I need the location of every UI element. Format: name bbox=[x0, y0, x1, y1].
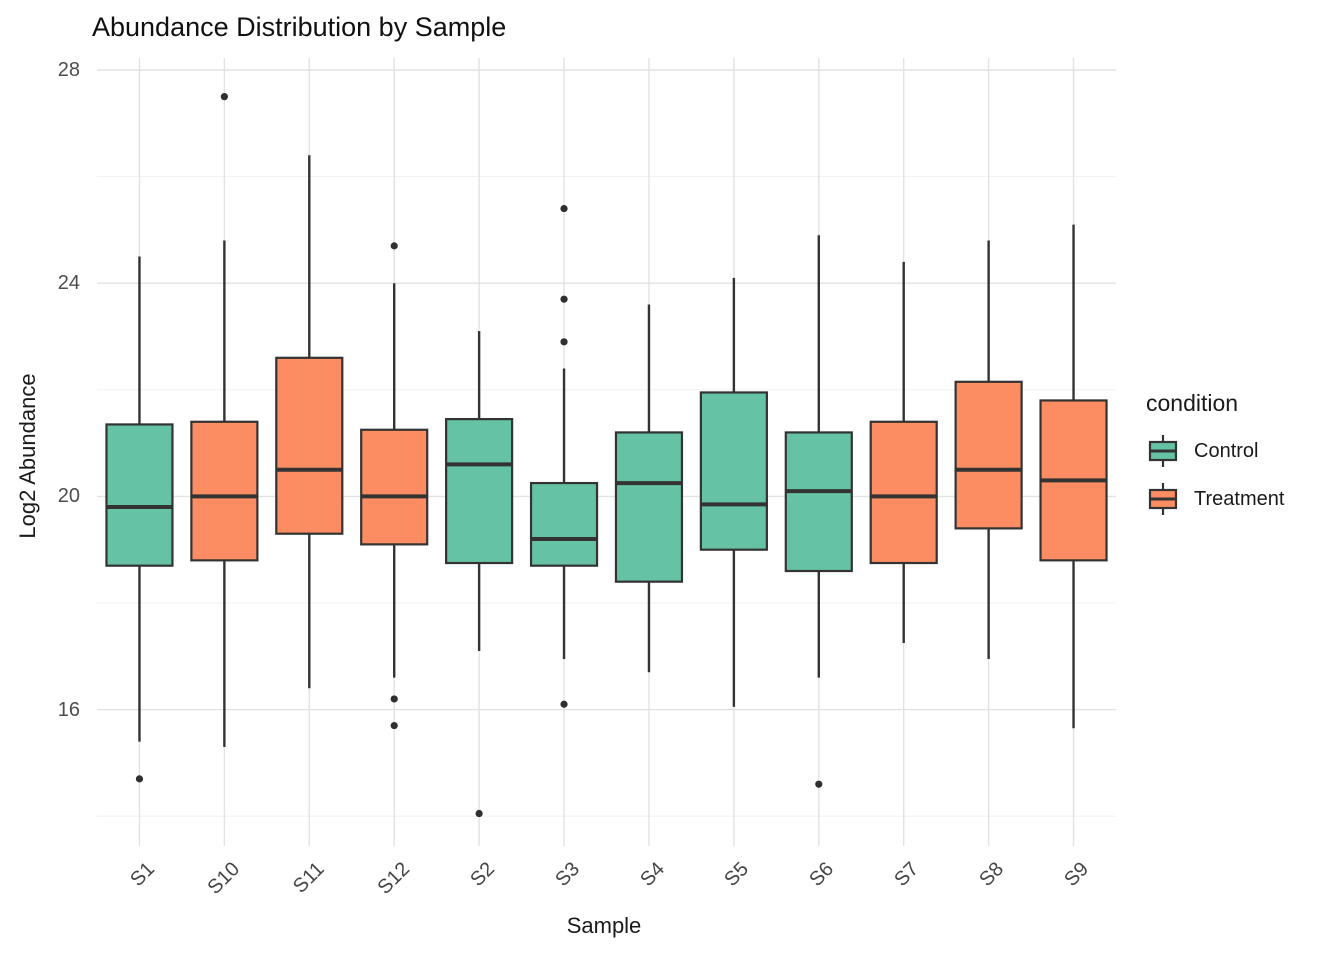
y-tick-label-28: 28 bbox=[57, 58, 80, 81]
legend-label-control: Control bbox=[1194, 439, 1259, 462]
y-tick-label-16: 16 bbox=[57, 698, 80, 721]
outlier-S6 bbox=[815, 780, 823, 788]
outlier-S3 bbox=[560, 204, 568, 213]
y-tick-label-24: 24 bbox=[57, 272, 80, 295]
legend-glyph-treatment bbox=[1148, 483, 1178, 515]
x-axis-title: Sample bbox=[566, 913, 642, 938]
box-S5 bbox=[699, 391, 768, 551]
outlier-S12 bbox=[390, 695, 398, 703]
box-S8 bbox=[954, 380, 1023, 530]
outlier-S3 bbox=[560, 338, 568, 346]
outlier-S10 bbox=[220, 93, 228, 101]
legend: condition Control Treatment bbox=[1146, 390, 1284, 529]
outlier-S3 bbox=[560, 700, 568, 708]
box-S3 bbox=[529, 481, 599, 567]
legend-key-treatment: Treatment bbox=[1146, 481, 1284, 517]
box-S10 bbox=[190, 420, 259, 562]
outlier-S3 bbox=[560, 295, 568, 303]
box-S7 bbox=[869, 420, 938, 565]
box-S4 bbox=[614, 431, 684, 583]
legend-key-control: Control bbox=[1146, 433, 1284, 469]
box-S2 bbox=[445, 418, 514, 565]
box-S1 bbox=[105, 423, 174, 567]
chart-title: Abundance Distribution by Sample bbox=[92, 12, 507, 42]
legend-glyph-control bbox=[1148, 435, 1178, 467]
box-S6 bbox=[784, 431, 853, 573]
legend-title: condition bbox=[1146, 390, 1239, 416]
outlier-S1 bbox=[135, 775, 144, 783]
outlier-S12 bbox=[390, 721, 398, 730]
legend-label-treatment: Treatment bbox=[1194, 487, 1285, 510]
box-S11 bbox=[275, 356, 344, 535]
box-S12 bbox=[360, 428, 429, 546]
legend-keys: Control Treatment bbox=[1146, 433, 1284, 517]
outlier-S2 bbox=[475, 809, 483, 818]
y-tick-label-20: 20 bbox=[57, 485, 80, 508]
outlier-S12 bbox=[390, 242, 398, 250]
